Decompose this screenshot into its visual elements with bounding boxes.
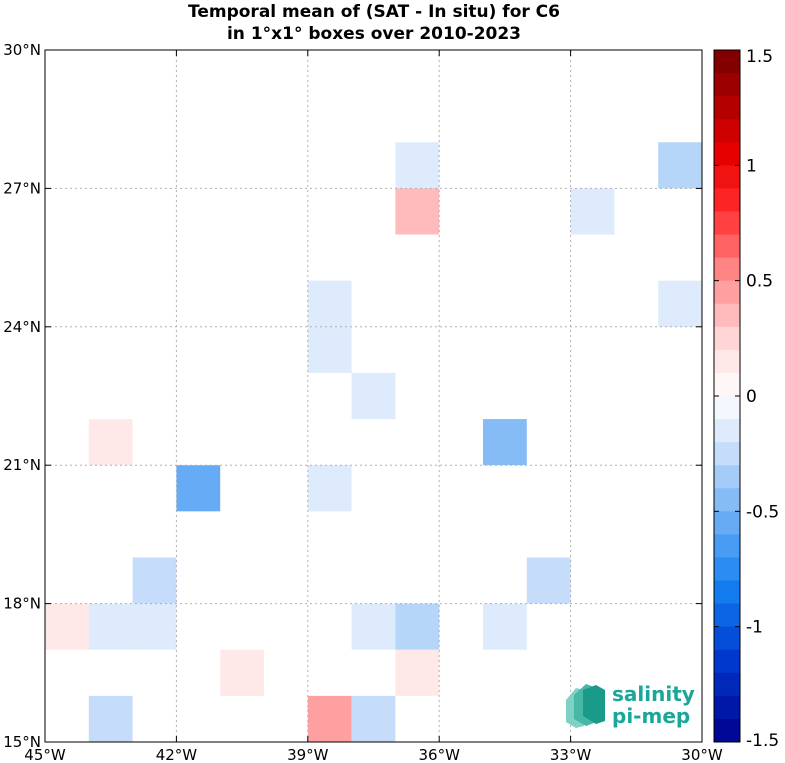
logo-line1: salinity <box>612 682 695 706</box>
heatmap-cell <box>658 280 702 327</box>
colorbar-segment <box>714 695 740 720</box>
heatmap-cell <box>395 142 440 189</box>
colorbar-segment <box>714 488 740 512</box>
y-tick-label: 24°N <box>3 318 41 336</box>
colorbar-segment <box>714 419 740 443</box>
colorbar-tick-label: 0 <box>746 387 757 407</box>
heatmap-cell <box>88 603 133 650</box>
axes-ticks: 45°W 42°W 39°W 36°W 33°W 30°W 15°N 18°N 21°N 24°N… <box>3 41 723 763</box>
heatmap-cell <box>45 603 89 650</box>
heatmap-cell <box>658 142 702 189</box>
heatmap-cell <box>176 465 221 512</box>
colorbar-tick-label: 1.5 <box>746 47 773 67</box>
x-tick-label: 30°W <box>681 746 723 763</box>
colorbar-tick-label: -1.5 <box>746 731 779 751</box>
colorbar-segment <box>714 142 740 166</box>
y-tick-label: 21°N <box>3 456 41 474</box>
colorbar-segment <box>714 280 740 305</box>
heatmap-cell <box>395 603 440 650</box>
plot-frame <box>44 49 703 743</box>
heatmap-cell <box>395 188 440 235</box>
y-tick-label: 30°N <box>3 41 41 59</box>
heatmap-cell <box>307 280 352 327</box>
colorbar-tick-label: 0.5 <box>746 272 773 292</box>
heatmap-cell <box>351 372 396 420</box>
colorbar-segment <box>714 557 740 582</box>
logo-wave-icon <box>566 684 605 728</box>
heatmap-cell <box>483 603 527 650</box>
colorbar-segment <box>714 511 740 535</box>
colorbar-tick-label: 1 <box>746 156 757 176</box>
colorbar-segment <box>714 626 740 651</box>
colorbar-segment <box>714 96 740 120</box>
colorbar-segment <box>714 672 740 697</box>
colorbar-segment <box>714 303 740 328</box>
colorbar-segment <box>714 603 740 628</box>
x-tick-label: 42°W <box>156 746 198 763</box>
x-tick-label: 39°W <box>287 746 329 763</box>
gridlines <box>45 50 702 742</box>
heatmap-cell <box>307 465 352 512</box>
heatmap-cell <box>395 649 440 696</box>
heatmap-cell <box>132 557 177 604</box>
heatmap-cell <box>220 649 264 696</box>
heatmap-cell <box>88 695 133 742</box>
colorbar-tick-label: -1 <box>746 618 763 638</box>
colorbar-segment <box>714 234 740 259</box>
heatmap-cell <box>88 419 133 466</box>
colorbar-segment <box>714 211 740 236</box>
y-tick-label: 18°N <box>3 595 41 613</box>
x-tick-label: 33°W <box>550 746 592 763</box>
colorbar-segment <box>714 119 740 143</box>
colorbar-segment <box>714 649 740 674</box>
heatmap-cells <box>45 142 702 742</box>
colorbar-segment <box>714 580 740 605</box>
colorbar-segment <box>714 349 740 374</box>
heatmap-cell <box>132 603 177 650</box>
colorbar-segment <box>714 165 740 189</box>
heatmap-cell <box>483 419 527 466</box>
heatmap-cell <box>307 695 352 742</box>
colorbar-segment <box>714 718 740 743</box>
colorbar-ticks: 1.5 1 0.5 0 -0.5 -1 -1.5 <box>714 47 779 751</box>
colorbar <box>714 50 740 743</box>
heatmap-cell <box>351 603 396 650</box>
colorbar-segment <box>714 442 740 466</box>
colorbar-segment <box>714 372 740 397</box>
heatmap-cell <box>526 557 571 604</box>
x-tick-label: 36°W <box>418 746 460 763</box>
x-tick-label: 45°W <box>24 746 66 763</box>
colorbar-segment <box>714 534 740 558</box>
colorbar-segment <box>714 326 740 351</box>
y-tick-label: 15°N <box>3 733 41 751</box>
y-tick-label: 27°N <box>3 179 41 197</box>
heatmap-cell <box>570 188 615 235</box>
colorbar-segment <box>714 50 740 74</box>
colorbar-tick-label: -0.5 <box>746 502 779 522</box>
colorbar-segment <box>714 396 740 420</box>
colorbar-segment <box>714 257 740 282</box>
heatmap-cell <box>351 695 396 742</box>
colorbar-segment <box>714 465 740 489</box>
chart-title-line1: Temporal mean of (SAT - In situ) for C6 <box>188 2 560 22</box>
logo-line2: pi-mep <box>612 704 690 728</box>
heatmap-cell <box>307 326 352 373</box>
colorbar-segment <box>714 188 740 212</box>
colorbar-segment <box>714 73 740 97</box>
salinity-pi-mep-logo: salinity pi-mep <box>566 682 695 728</box>
chart-title-line2: in 1°x1° boxes over 2010-2023 <box>227 24 521 44</box>
